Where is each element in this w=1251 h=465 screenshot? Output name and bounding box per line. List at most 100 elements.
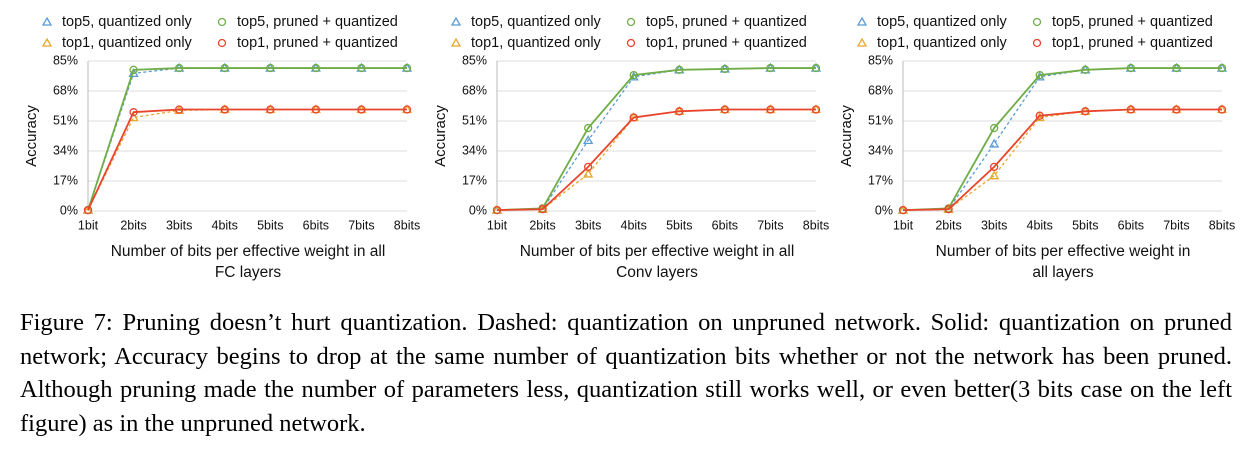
chart: 0% 17% 34% 51% 68% 85% 1bit 2bits 3bits 4bits 5bit… xyxy=(432,14,829,281)
y-tick-label: 0% xyxy=(469,203,487,217)
x-tick-label: 6bits xyxy=(303,218,329,232)
x-tick-label: 1bit xyxy=(487,218,508,232)
series-line xyxy=(87,108,407,211)
series-line xyxy=(902,67,1222,212)
marker xyxy=(720,105,730,114)
y-tick-label: 0% xyxy=(60,203,78,217)
x-tick-label: 7bits xyxy=(757,218,783,232)
x-tick-label: 5bits xyxy=(257,218,283,232)
marker xyxy=(492,205,502,215)
caption: Figure 7: Pruning doesn’t hurt quantizat… xyxy=(20,309,1232,437)
marker xyxy=(989,123,999,133)
x-tick-label: 2bits xyxy=(935,218,961,232)
x-tick-label: 3bits xyxy=(575,218,601,232)
y-tick-label: 17% xyxy=(868,173,893,187)
y-tick-label: 85% xyxy=(53,53,78,67)
x-tick-label: 5bits xyxy=(1072,218,1098,232)
marker xyxy=(1126,63,1136,73)
marker xyxy=(311,63,321,73)
marker xyxy=(220,63,229,73)
x-axis-label: Conv layers xyxy=(616,264,698,281)
x-axis-label: Number of bits per effective weight in a… xyxy=(111,243,386,260)
chart: 0% 17% 34% 51% 68% 85% 1bit 2bits 3bits 4bits 5bit… xyxy=(23,14,420,281)
series-line xyxy=(902,108,1222,211)
chart: 0% 17% 34% 51% 68% 85% 1bit 2bits 3bits 4bits 5bit… xyxy=(838,14,1235,281)
legend-label: top1, pruned + quantized xyxy=(646,35,807,51)
marker xyxy=(766,63,775,73)
legend-marker xyxy=(41,37,53,47)
legend-marker xyxy=(856,16,868,26)
x-tick-label: 8bits xyxy=(803,218,829,232)
y-tick-label: 0% xyxy=(875,203,893,217)
marker xyxy=(266,63,275,73)
series-line xyxy=(496,67,816,211)
y-tick-label: 34% xyxy=(53,143,78,157)
marker xyxy=(266,105,275,114)
marker xyxy=(583,123,593,133)
x-tick-label: 6bits xyxy=(1118,218,1144,232)
y-axis-label: Accuracy xyxy=(838,105,855,167)
marker xyxy=(675,107,684,116)
x-tick-label: 8bits xyxy=(394,218,420,232)
marker xyxy=(583,168,594,178)
x-tick-label: 8bits xyxy=(1209,218,1235,232)
marker xyxy=(402,63,412,73)
y-tick-label: 34% xyxy=(462,143,487,157)
legend-label: top5, pruned + quantized xyxy=(237,14,398,30)
y-tick-label: 17% xyxy=(462,173,487,187)
x-tick-label: 1bit xyxy=(893,218,914,232)
marker xyxy=(811,105,821,114)
marker xyxy=(129,108,138,117)
legend-marker xyxy=(41,16,53,26)
marker xyxy=(83,205,93,215)
marker xyxy=(629,113,638,122)
y-tick-label: 85% xyxy=(868,53,893,67)
y-tick-label: 51% xyxy=(462,113,487,127)
legend-label: top1, quantized only xyxy=(877,35,1008,51)
marker xyxy=(629,70,638,80)
marker xyxy=(538,205,547,214)
y-tick-label: 51% xyxy=(53,113,78,127)
y-tick-label: 51% xyxy=(868,113,893,127)
marker xyxy=(1081,65,1090,74)
marker xyxy=(989,170,1000,180)
y-axis-label: Accuracy xyxy=(432,105,449,167)
y-tick-label: 85% xyxy=(462,53,487,67)
marker xyxy=(357,63,366,73)
marker xyxy=(766,105,775,114)
x-tick-label: 2bits xyxy=(120,218,146,232)
marker xyxy=(1081,107,1090,116)
marker xyxy=(811,63,821,73)
x-tick-label: 3bits xyxy=(166,218,192,232)
legend-marker xyxy=(217,17,227,27)
marker xyxy=(989,138,1000,148)
series-line xyxy=(87,108,407,211)
x-axis-label: Number of bits per effective weight in xyxy=(936,243,1191,260)
marker xyxy=(1172,105,1181,114)
x-tick-label: 4bits xyxy=(621,218,647,232)
legend-marker xyxy=(217,38,227,48)
x-tick-label: 7bits xyxy=(1163,218,1189,232)
marker xyxy=(989,162,999,172)
series-line xyxy=(496,67,816,212)
marker xyxy=(720,64,730,74)
marker xyxy=(1217,63,1227,73)
x-tick-label: 6bits xyxy=(712,218,738,232)
legend-marker xyxy=(856,37,868,47)
y-tick-label: 68% xyxy=(462,83,487,97)
marker xyxy=(129,65,138,74)
x-tick-label: 2bits xyxy=(529,218,555,232)
legend-label: top1, quantized only xyxy=(471,35,602,51)
legend-marker xyxy=(626,38,636,48)
legend-marker xyxy=(450,37,462,47)
x-axis-label: FC layers xyxy=(215,264,282,281)
legend-marker xyxy=(626,17,636,27)
legend-label: top1, pruned + quantized xyxy=(1052,35,1213,51)
y-axis-label: Accuracy xyxy=(23,105,40,167)
series-line xyxy=(87,67,407,211)
x-tick-label: 4bits xyxy=(212,218,238,232)
marker xyxy=(174,105,184,114)
marker xyxy=(583,135,594,145)
x-tick-label: 1bit xyxy=(78,218,99,232)
